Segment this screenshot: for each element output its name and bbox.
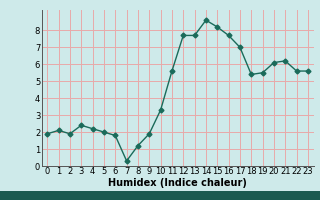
X-axis label: Humidex (Indice chaleur): Humidex (Indice chaleur) [108,178,247,188]
